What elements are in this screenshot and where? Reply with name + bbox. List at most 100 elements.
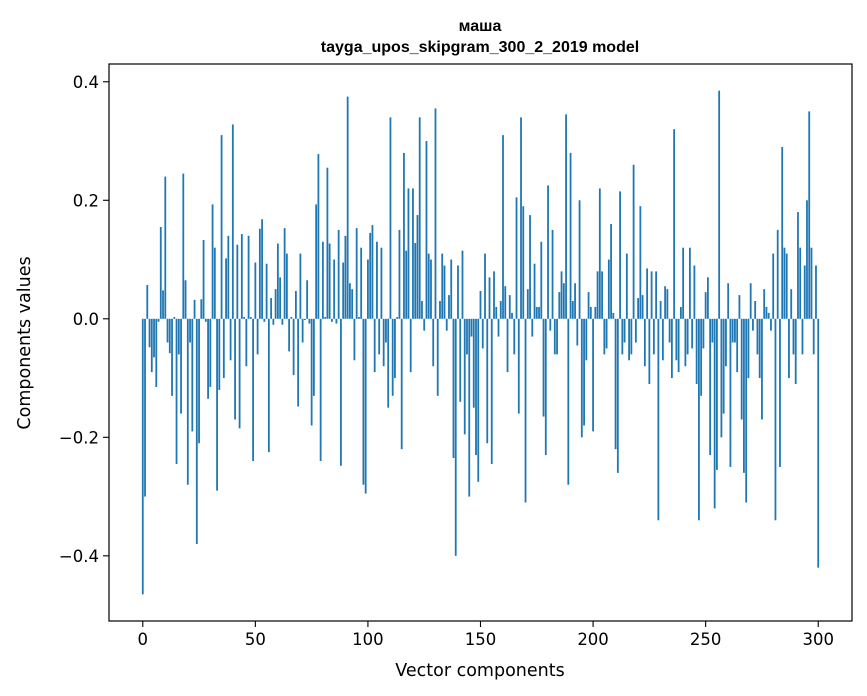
- bar-component-219: [634, 318, 637, 343]
- bar-component-61: [279, 277, 282, 319]
- bar-component-114: [398, 229, 401, 319]
- x-tick-label: 200: [577, 630, 609, 649]
- bar-component-122: [416, 215, 419, 319]
- bar-component-81: [324, 317, 327, 319]
- bar-component-185: [558, 292, 561, 319]
- bar-component-27: [202, 239, 205, 319]
- bar-component-56: [267, 318, 270, 453]
- bar-component-63: [283, 228, 286, 319]
- bar-component-19: [184, 280, 187, 319]
- bar-component-251: [707, 277, 709, 319]
- bar-component-255: [716, 318, 718, 470]
- bar-component-165: [513, 318, 516, 355]
- bar-component-140: [457, 265, 459, 319]
- bar-component-66: [290, 317, 293, 319]
- bar-component-6: [155, 318, 158, 387]
- bar-component-244: [691, 318, 694, 349]
- bar-component-202: [596, 271, 599, 319]
- y-axis-ticks: −0.4 −0.2 0.0 0.2 0.4: [59, 73, 109, 566]
- bar-component-237: [675, 318, 678, 361]
- bar-component-31: [211, 204, 214, 319]
- bar-component-15: [175, 318, 178, 464]
- bar-component-151: [481, 318, 484, 349]
- bar-component-35: [220, 135, 223, 319]
- bar-component-115: [400, 318, 403, 450]
- bar-component-289: [792, 318, 795, 355]
- bar-component-216: [628, 318, 630, 361]
- bar-component-276: [763, 289, 766, 319]
- bar-component-211: [616, 318, 619, 473]
- bar-component-148: [475, 318, 477, 456]
- bar-component-249: [702, 318, 705, 349]
- bar-component-96: [358, 317, 360, 319]
- bar-component-294: [803, 265, 806, 319]
- bar-component-86: [335, 318, 338, 324]
- bar-component-243: [688, 247, 691, 319]
- bar-component-101: [369, 232, 372, 319]
- bar-component-2: [146, 285, 149, 319]
- bar-component-176: [538, 306, 540, 319]
- bar-component-271: [752, 318, 754, 331]
- x-axis-ticks: 0 50 100 150 200 250 300: [138, 621, 834, 649]
- bar-component-299: [815, 265, 817, 319]
- bar-component-103: [373, 318, 376, 373]
- bar-component-225: [648, 318, 651, 384]
- bar-component-26: [200, 299, 203, 319]
- bar-component-106: [380, 247, 383, 319]
- x-tick-label: 0: [138, 630, 149, 649]
- bar-component-112: [394, 318, 396, 379]
- bar-component-39: [229, 318, 232, 361]
- bar-component-239: [679, 306, 682, 319]
- bar-component-147: [472, 318, 475, 408]
- bar-component-0: [141, 318, 144, 595]
- bar-component-95: [355, 228, 358, 319]
- bar-component-12: [168, 318, 171, 354]
- x-tick-label: 100: [352, 630, 384, 649]
- bar-component-99: [364, 318, 367, 494]
- bar-component-70: [299, 253, 302, 319]
- bar-component-18: [182, 173, 185, 319]
- bar-component-166: [515, 197, 518, 319]
- bar-component-290: [794, 318, 797, 384]
- bar-component-120: [412, 188, 414, 319]
- bar-component-128: [430, 259, 432, 319]
- bar-component-110: [389, 117, 392, 319]
- x-tick-label: 150: [465, 630, 497, 649]
- bar-component-186: [560, 271, 563, 319]
- bar-component-14: [173, 317, 176, 319]
- bar-component-260: [727, 283, 730, 319]
- bar-component-155: [490, 318, 493, 464]
- bar-component-267: [743, 318, 745, 473]
- bar-component-62: [281, 318, 284, 325]
- bar-component-203: [598, 188, 601, 319]
- bar-component-133: [441, 253, 444, 319]
- bar-component-173: [531, 318, 534, 337]
- bar-component-97: [360, 247, 363, 319]
- bar-component-136: [448, 295, 450, 319]
- bar-component-76: [312, 318, 315, 396]
- bar-component-221: [639, 206, 642, 319]
- bar-component-45: [243, 317, 245, 319]
- bar-component-68: [294, 290, 297, 319]
- bar-component-281: [774, 318, 777, 521]
- bar-component-280: [772, 253, 775, 319]
- bar-component-121: [414, 242, 417, 319]
- bar-component-275: [761, 318, 763, 420]
- bar-component-292: [799, 247, 802, 319]
- bar-component-286: [785, 253, 788, 319]
- bar-component-175: [535, 306, 538, 319]
- bar-component-65: [288, 318, 291, 352]
- bar-component-43: [238, 318, 241, 429]
- bar-component-44: [240, 234, 243, 319]
- bar-component-137: [450, 259, 453, 319]
- x-tick-label: 250: [690, 630, 722, 649]
- bar-component-134: [443, 265, 446, 319]
- bar-component-250: [704, 292, 707, 319]
- bar-component-224: [646, 268, 649, 319]
- bar-component-4: [150, 318, 153, 373]
- bar-component-184: [556, 318, 558, 355]
- bar-component-198: [587, 292, 590, 319]
- bar-component-156: [493, 271, 495, 319]
- bar-component-238: [677, 318, 680, 373]
- bar-component-242: [686, 318, 689, 355]
